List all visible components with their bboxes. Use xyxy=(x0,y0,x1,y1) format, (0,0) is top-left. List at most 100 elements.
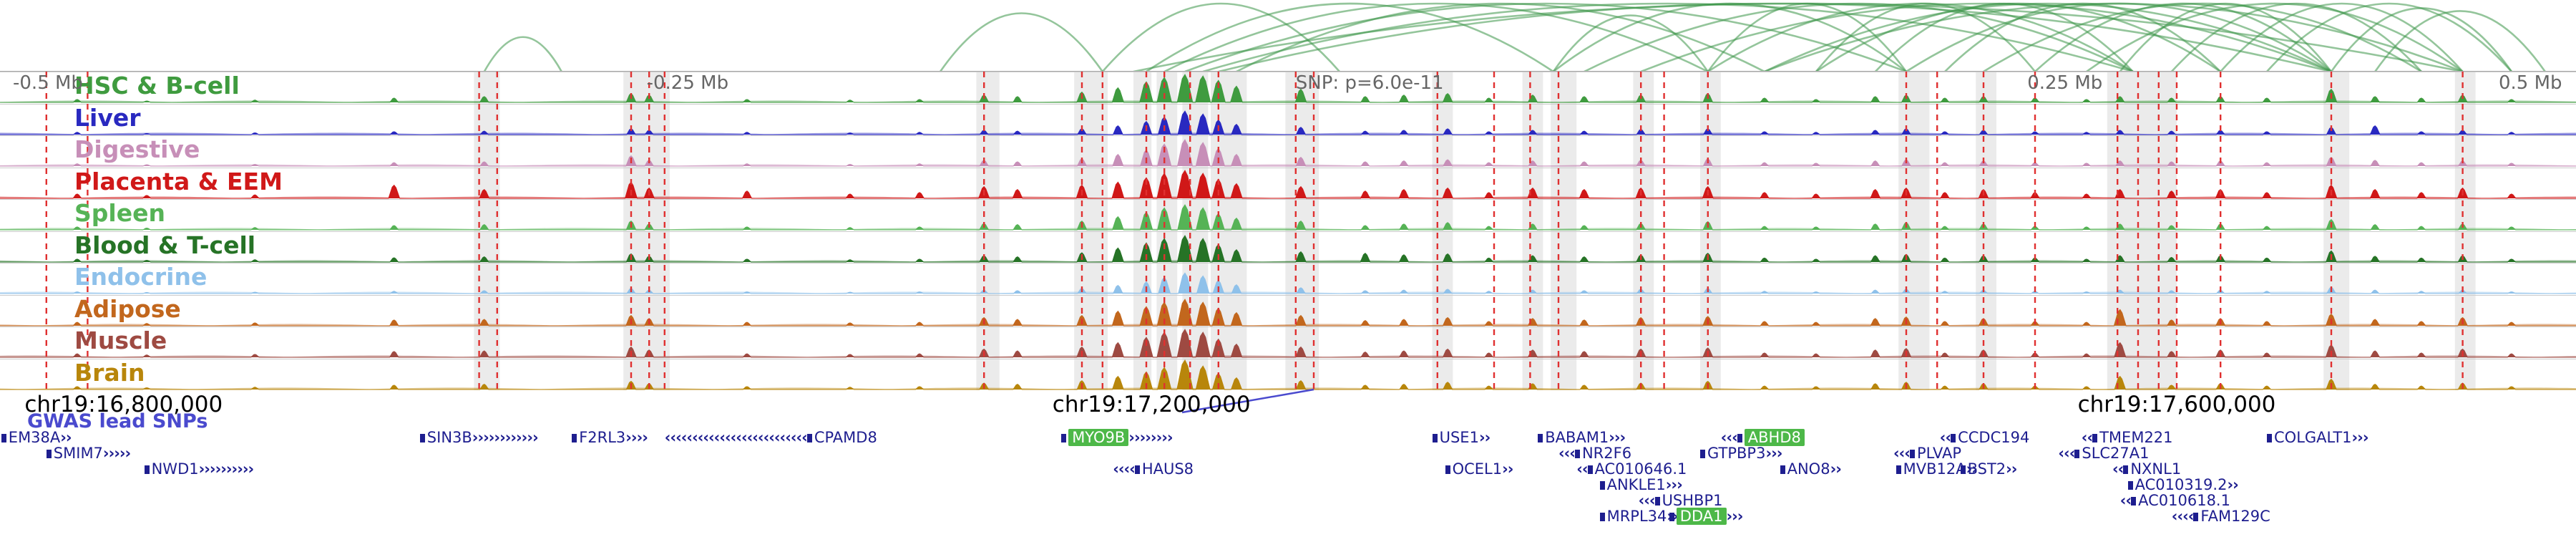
signal-peaks xyxy=(0,272,2576,294)
gene-haus8: ‹‹‹‹ HAUS8 xyxy=(1113,461,1194,477)
gene-label: NR2F6 xyxy=(1581,445,1632,462)
interaction-arcs-area xyxy=(0,2,2576,72)
gene-smim7: SMIM7››››› xyxy=(46,445,131,461)
interaction-arc xyxy=(2119,2,2333,72)
gene-ano8: ANO8›› xyxy=(1780,460,1842,478)
gene-exon-block xyxy=(2074,450,2080,458)
gwas-connector-layer xyxy=(1181,388,1314,414)
gene-exon-block xyxy=(1654,497,1660,505)
track-label-hsc-b-cell: HSC & B-cell xyxy=(74,72,240,100)
gene-label: NXNL1 xyxy=(2130,460,2182,478)
gene-exon-block xyxy=(419,434,425,442)
gene-label: BST2 xyxy=(1967,460,2006,478)
track-placenta-eem xyxy=(0,168,2576,199)
interaction-arc xyxy=(483,36,562,72)
gene-exon-block xyxy=(1951,434,1956,442)
gene-label: F2RL3 xyxy=(579,429,626,446)
gene-ac010618.1: ‹‹ AC010618.1 xyxy=(2120,493,2230,508)
gene-slc27a1: ‹‹‹ SLC27A1 xyxy=(2058,445,2149,461)
strand-left-chevrons-icon: ‹‹ xyxy=(2112,460,2124,478)
signal-area-adipose xyxy=(0,298,2576,326)
position-label-2: SNP: p=6.0e-11 xyxy=(1295,72,1444,94)
gene-exon-block xyxy=(1445,465,1450,474)
gene-exon-block xyxy=(1896,465,1901,474)
interaction-arc xyxy=(1184,2,1907,72)
gene-exon-block xyxy=(1,434,6,442)
interaction-arc xyxy=(1101,2,1340,72)
track-endocrine xyxy=(0,263,2576,294)
track-label-blood-t-cell: Blood & T-cell xyxy=(74,231,256,259)
gene-label: MRPL34 xyxy=(1606,508,1667,525)
track-adipose xyxy=(0,295,2576,326)
gene-ccdc194: ‹‹ CCDC194 xyxy=(1940,430,2030,445)
interaction-arc xyxy=(1218,2,2332,72)
position-label-1: -0.25 Mb xyxy=(646,72,729,94)
interaction-arc xyxy=(2170,2,2422,72)
strand-right-chevrons-icon: ›› xyxy=(1502,460,1513,478)
gene-use1: USE1›› xyxy=(1432,430,1491,445)
gene-exon-block xyxy=(1587,465,1593,474)
strand-right-chevrons-icon: ››› xyxy=(1665,476,1683,493)
coordinate-label-2: chr19:17,600,000 xyxy=(2077,392,2276,417)
gene-exon-block xyxy=(806,434,812,442)
gene-bst2: BST2›› xyxy=(1960,460,2017,478)
strand-left-chevrons-icon: ‹‹‹‹ xyxy=(2171,508,2195,525)
strand-left-chevrons-icon: ‹‹‹ xyxy=(1893,445,1911,462)
interaction-arc xyxy=(2086,2,2464,72)
gene-mvb12a: MVB12A›› xyxy=(1896,461,1978,477)
gene-cpamd8: ‹‹‹‹‹‹‹‹‹‹‹‹‹‹‹‹‹‹‹‹‹‹‹‹‹‹ CPAMD8 xyxy=(665,430,877,445)
gene-label: CCDC194 xyxy=(1958,429,2030,446)
coordinate-label-0: chr19:16,800,000 xyxy=(24,392,223,417)
signal-area-placenta-eem xyxy=(0,169,2576,198)
gene-gtpbp3: GTPBP3››› xyxy=(1700,445,1782,461)
gene-label: AC010646.1 xyxy=(1594,460,1687,478)
gene-exon-block xyxy=(1599,513,1605,521)
interaction-arc xyxy=(1707,2,2134,72)
gene-label: BABAM1 xyxy=(1545,429,1609,446)
signal-area-digestive xyxy=(0,139,2576,167)
gene-label: GTPBP3 xyxy=(1707,445,1766,462)
strand-left-chevrons-icon: ‹‹‹ xyxy=(2058,445,2075,462)
position-label-4: 0.5 Mb xyxy=(2499,72,2562,94)
highlight-band xyxy=(976,72,1000,390)
gene-label: MYO9B xyxy=(1068,429,1129,446)
signal-baseline-noise xyxy=(0,387,2576,390)
highlight-band xyxy=(1074,72,1108,390)
signal-peaks xyxy=(0,74,2576,103)
signal-area-muscle xyxy=(0,329,2576,358)
snp-lines-layer xyxy=(45,72,2464,390)
strand-right-chevrons-icon: ››› xyxy=(1726,508,1744,525)
strand-right-chevrons-icon: ›››››››› xyxy=(1128,429,1173,446)
coordinate-label-1: chr19:17,200,000 xyxy=(1052,392,1251,417)
strand-right-chevrons-icon: ›› xyxy=(2227,476,2238,493)
highlight-band xyxy=(623,72,670,390)
highlight-band xyxy=(1633,72,1654,390)
gene-exon-block xyxy=(1700,450,1705,458)
track-label-spleen: Spleen xyxy=(74,199,165,227)
gene-label: ANO8 xyxy=(1787,460,1830,478)
gene-exon-block xyxy=(2193,513,2199,521)
gene-exon-block xyxy=(1737,434,1742,442)
signal-area-liver xyxy=(0,110,2576,135)
strand-right-chevrons-icon: ›› xyxy=(60,429,72,446)
gene-exon-block xyxy=(1432,434,1438,442)
gene-label: DDA1 xyxy=(1676,508,1727,525)
gene-babam1: BABAM1››› xyxy=(1538,429,1626,446)
track-spleen xyxy=(0,199,2576,231)
gene-nwd1: NWD1›››››››››› xyxy=(144,460,254,478)
gene-label: NWD1 xyxy=(151,460,199,478)
gene-label: AC010319.2 xyxy=(2135,476,2228,493)
interaction-arc xyxy=(2374,10,2546,72)
signal-baseline-noise xyxy=(0,132,2576,135)
signal-baseline-noise xyxy=(0,100,2576,102)
gene-label: TMEM221 xyxy=(2099,429,2173,446)
gene-colgalt1: COLGALT1››› xyxy=(2267,430,2368,445)
gene-exon-block xyxy=(2127,481,2133,490)
interaction-arc xyxy=(2266,2,2512,72)
strand-left-chevrons-icon: ‹‹ xyxy=(2081,429,2093,446)
track-label-digestive: Digestive xyxy=(74,135,200,163)
track-liver xyxy=(0,104,2576,135)
gene-label: COLGALT1 xyxy=(2274,429,2352,446)
interaction-arc xyxy=(1163,2,1709,72)
